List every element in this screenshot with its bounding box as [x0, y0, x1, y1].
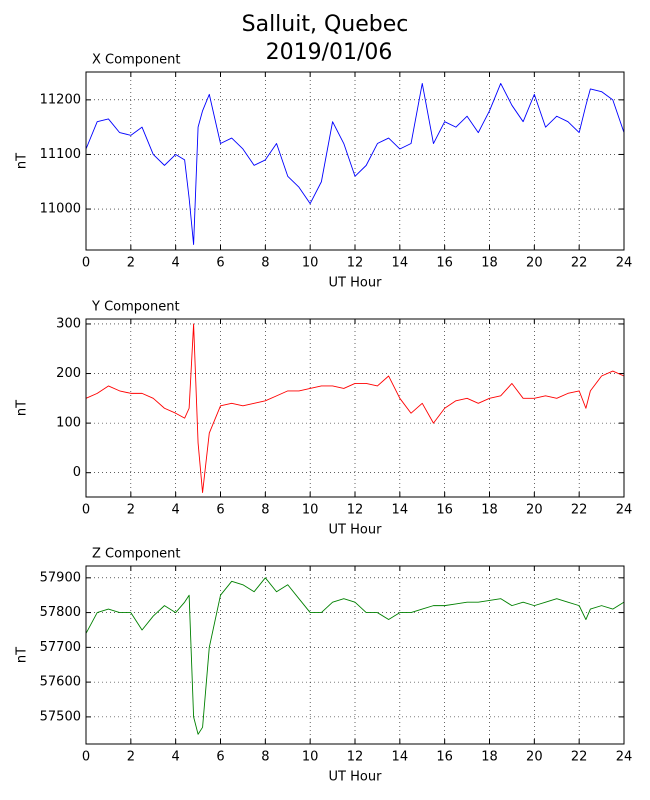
- x-tick-label: 6: [216, 256, 224, 271]
- axes-title: X Component: [92, 53, 181, 68]
- x-tick-label: 20: [526, 503, 543, 518]
- x-tick-label: 2: [127, 750, 135, 765]
- y-axis-label: nT: [15, 153, 30, 169]
- data-line: [85, 577, 625, 735]
- x-tick-label: 4: [172, 503, 180, 518]
- y-tick-label: 11200: [40, 92, 81, 107]
- x-tick-label: 8: [261, 750, 269, 765]
- y-tick-label: 57700: [40, 640, 81, 655]
- y-tick-label: 11100: [40, 147, 81, 162]
- x-tick-label: 0: [82, 503, 90, 518]
- x-axis-label: UT Hour: [329, 523, 383, 538]
- x-axis-label: UT Hour: [329, 770, 383, 785]
- x-tick-label: 12: [347, 503, 364, 518]
- x-tick-label: 10: [302, 256, 319, 271]
- y-tick-label: 0: [73, 465, 81, 480]
- y-tick-label: 57900: [40, 570, 81, 585]
- y-tick-label: 57800: [40, 605, 81, 620]
- x-tick-label: 6: [216, 503, 224, 518]
- axes-title: Z Component: [92, 547, 181, 562]
- y-axis-label: nT: [15, 400, 30, 416]
- y-tick-label: 11000: [40, 202, 81, 217]
- x-tick-label: 24: [616, 750, 633, 765]
- plot-frame: [85, 318, 625, 498]
- plot-frame: [85, 71, 625, 251]
- x-tick-label: 10: [302, 750, 319, 765]
- y-tick-label: 200: [56, 366, 81, 381]
- data-line: [85, 83, 625, 245]
- x-tick-label: 18: [481, 750, 498, 765]
- x-tick-label: 18: [481, 256, 498, 271]
- x-tick-label: 20: [526, 750, 543, 765]
- x-tick-label: 0: [82, 750, 90, 765]
- x-tick-label: 12: [347, 750, 364, 765]
- x-tick-label: 20: [526, 256, 543, 271]
- y-axis-label: nT: [15, 647, 30, 663]
- x-tick-label: 2: [127, 503, 135, 518]
- y-tick-label: 100: [56, 416, 81, 431]
- axes-title: Y Component: [91, 300, 180, 315]
- x-tick-label: 4: [172, 256, 180, 271]
- x-tick-label: 8: [261, 503, 269, 518]
- x-tick-label: 4: [172, 750, 180, 765]
- x-tick-label: 24: [616, 256, 633, 271]
- x-tick-label: 16: [436, 750, 453, 765]
- figure-subtitle: 2019/01/06: [266, 40, 393, 65]
- x-axis-label: UT Hour: [329, 276, 383, 291]
- x-tick-label: 14: [392, 750, 409, 765]
- y-tick-label: 57600: [40, 675, 81, 690]
- x-tick-label: 14: [392, 256, 409, 271]
- x-tick-label: 24: [616, 503, 633, 518]
- y-tick-label: 57500: [40, 709, 81, 724]
- x-tick-label: 18: [481, 503, 498, 518]
- x-tick-label: 12: [347, 256, 364, 271]
- x-tick-label: 22: [571, 503, 588, 518]
- x-tick-label: 14: [392, 503, 409, 518]
- data-line: [85, 323, 625, 493]
- x-tick-label: 0: [82, 256, 90, 271]
- x-tick-label: 22: [571, 750, 588, 765]
- x-tick-label: 8: [261, 256, 269, 271]
- x-tick-label: 6: [216, 750, 224, 765]
- x-tick-label: 16: [436, 256, 453, 271]
- y-tick-label: 300: [56, 316, 81, 331]
- figure-title: Salluit, Quebec: [242, 12, 409, 37]
- x-tick-label: 22: [571, 256, 588, 271]
- x-tick-label: 16: [436, 503, 453, 518]
- x-tick-label: 2: [127, 256, 135, 271]
- x-tick-label: 10: [302, 503, 319, 518]
- plot-frame: [85, 565, 625, 745]
